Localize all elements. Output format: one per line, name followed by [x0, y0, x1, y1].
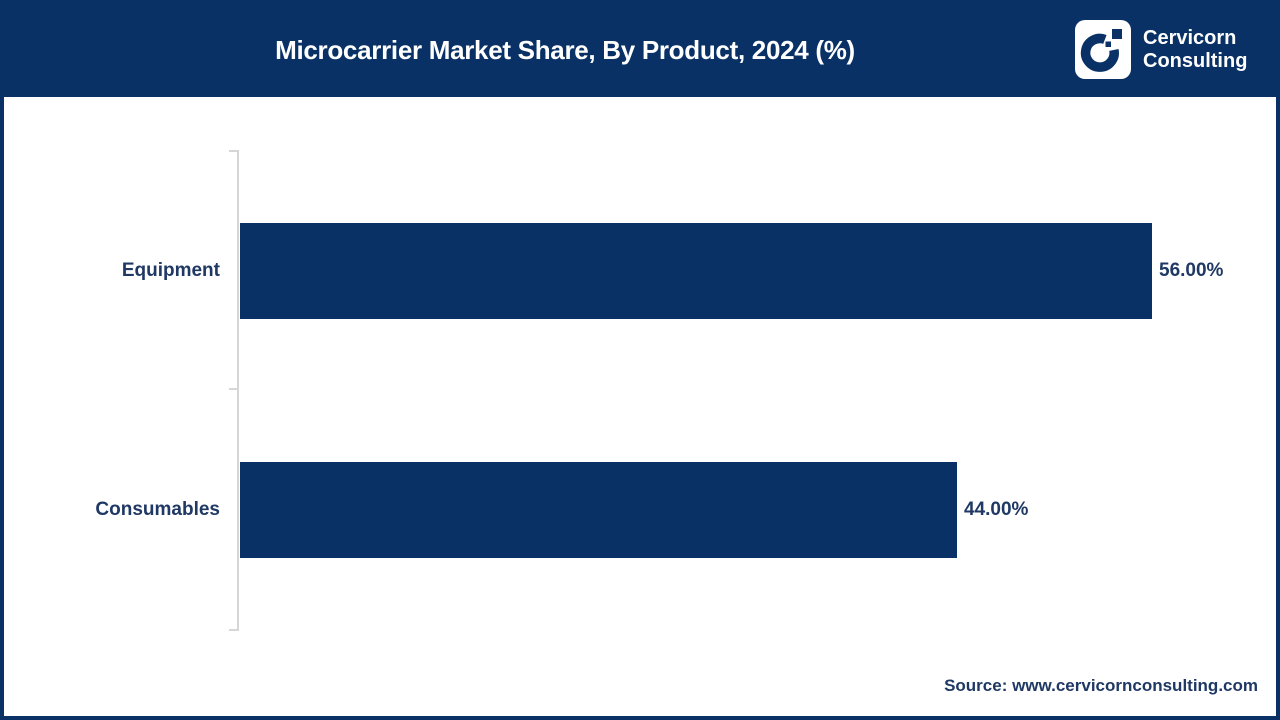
title-wrap: Microcarrier Market Share, By Product, 2… [4, 4, 1126, 97]
logo-text-line2: Consulting [1143, 49, 1248, 72]
category-label-equipment: Equipment [121, 260, 220, 281]
logo-text: Cervicorn Consulting [1143, 27, 1247, 73]
bar-consumables [240, 462, 957, 558]
axis-tick [229, 388, 238, 390]
axis-tick [229, 629, 238, 631]
value-label-consumables: 44.00% [964, 499, 1029, 520]
value-label-equipment: 56.00% [1159, 260, 1224, 281]
bar-equipment [240, 223, 1152, 319]
cervicorn-logo: Cervicorn Consulting [1075, 20, 1247, 79]
logo-text-line1: Cervicorn [1143, 26, 1237, 49]
category-label-consumables: Consumables [95, 499, 220, 520]
y-axis-line [237, 150, 239, 631]
header-band: Microcarrier Market Share, By Product, 2… [4, 4, 1276, 97]
chart-title: Microcarrier Market Share, By Product, 2… [275, 35, 855, 65]
c-ring-icon [1080, 33, 1119, 72]
logo-square-small-icon [1105, 41, 1111, 47]
source-note: Source: www.cervicornconsulting.com [944, 676, 1258, 695]
logo-square-large-icon [1112, 29, 1122, 39]
axis-tick [229, 150, 238, 152]
cervicorn-logo-icon [1075, 20, 1131, 79]
